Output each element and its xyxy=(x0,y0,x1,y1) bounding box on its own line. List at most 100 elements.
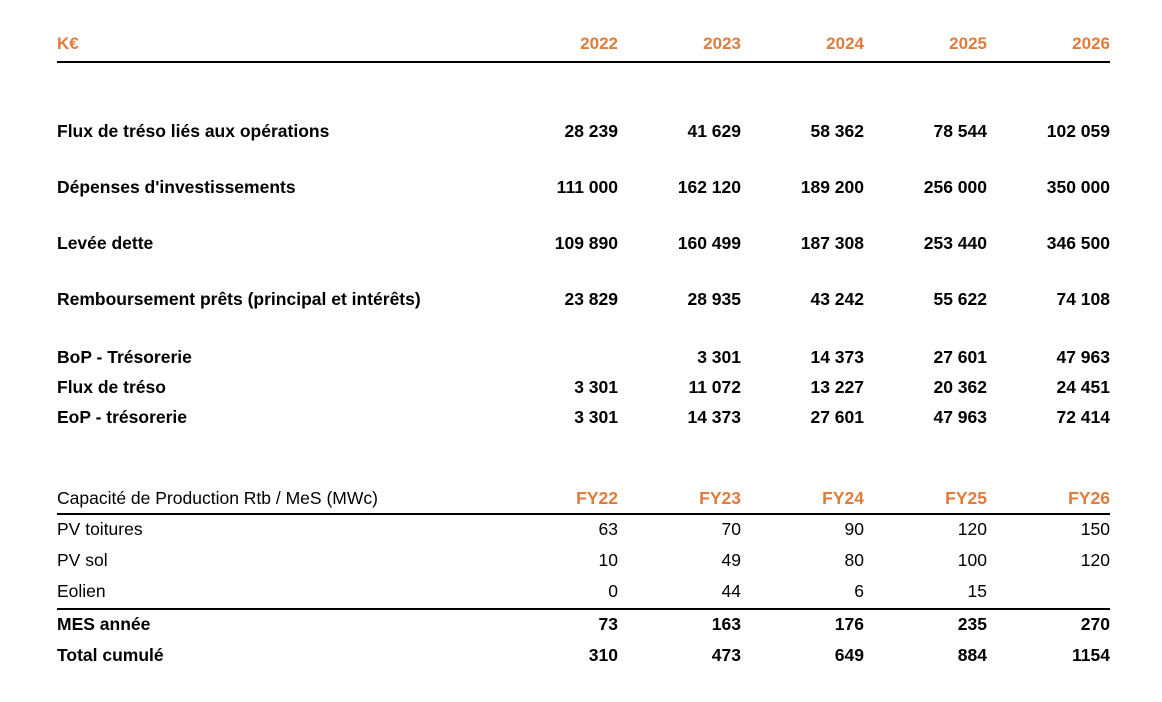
cell-value: 150 xyxy=(1080,519,1110,539)
cell-value: 270 xyxy=(1080,614,1110,634)
year-header-2022: 2022 xyxy=(495,34,618,63)
cell-value: 58 362 xyxy=(810,121,864,141)
cell-value: 162 120 xyxy=(677,177,741,197)
cell-value: 235 xyxy=(957,614,987,634)
spacer-row xyxy=(57,62,1110,120)
cell-value: 72 414 xyxy=(1056,407,1110,427)
table-row-pv-sol: PV sol 10 49 80 100 120 xyxy=(57,546,1110,577)
cell-value: 160 499 xyxy=(677,233,741,253)
cell-value: 14 373 xyxy=(687,407,741,427)
cell-value: 63 xyxy=(598,519,618,539)
cell-value: 3 301 xyxy=(697,347,741,367)
row-label: Flux de tréso xyxy=(57,377,166,397)
cell-value: 253 440 xyxy=(923,233,987,253)
cell-value: 102 059 xyxy=(1046,121,1110,141)
cell-value: 73 xyxy=(598,614,618,634)
cell-value: 28 935 xyxy=(687,289,741,309)
cell-value: 0 xyxy=(495,577,618,610)
cell-value: 27 601 xyxy=(933,347,987,367)
cell-value: 109 890 xyxy=(554,233,618,253)
fy-header-fy23: FY23 xyxy=(618,488,741,515)
table-row-bop-tresorerie: BoP - Trésorerie 3 301 14 373 27 601 47 … xyxy=(57,344,1110,374)
cell-value: 20 362 xyxy=(933,377,987,397)
row-label: BoP - Trésorerie xyxy=(57,347,192,367)
row-label: Eolien xyxy=(57,577,495,610)
cell-value: 884 xyxy=(957,645,987,665)
cell-value: 11 072 xyxy=(688,377,741,397)
year-header-2023: 2023 xyxy=(618,34,741,63)
cell-value: 14 373 xyxy=(810,347,864,367)
row-label: PV toitures xyxy=(57,519,143,539)
cell-value: 23 829 xyxy=(564,289,618,309)
cell-value: 47 963 xyxy=(1056,347,1110,367)
row-label: Remboursement prêts (principal et intérê… xyxy=(57,289,421,309)
cell-value: 47 963 xyxy=(933,407,987,427)
cell-value: 24 451 xyxy=(1056,377,1110,397)
table-row-levee-dette: Levée dette 109 890 160 499 187 308 253 … xyxy=(57,232,1110,288)
fy-header-fy26: FY26 xyxy=(987,488,1110,515)
cell-value: 44 xyxy=(618,577,741,610)
capacity-title: Capacité de Production Rtb / MeS (MWc) xyxy=(57,488,495,515)
cell-value: 346 500 xyxy=(1046,233,1110,253)
cell-value: 74 108 xyxy=(1056,289,1110,309)
cell-value: 15 xyxy=(864,577,987,610)
row-label: PV sol xyxy=(57,550,108,570)
cell-value: 111 000 xyxy=(556,177,618,197)
row-label: MES année xyxy=(57,614,151,634)
unit-label: K€ xyxy=(57,34,495,63)
capacity-header-row: Capacité de Production Rtb / MeS (MWc) F… xyxy=(57,488,1110,515)
cell-value: 70 xyxy=(721,519,741,539)
table-row-depenses-investissements: Dépenses d'investissements 111 000 162 1… xyxy=(57,176,1110,232)
cell-value: 49 xyxy=(721,550,741,570)
year-header-2024: 2024 xyxy=(741,34,864,63)
table-row-flux-de-treso: Flux de tréso 3 301 11 072 13 227 20 362… xyxy=(57,374,1110,404)
cell-value xyxy=(987,577,1110,610)
cell-value: 649 xyxy=(834,645,864,665)
cell-value: 3 301 xyxy=(574,377,618,397)
cell-value: 78 544 xyxy=(933,121,987,141)
table-row-eolien: Eolien 0 44 6 15 xyxy=(57,577,1110,610)
cell-value: 187 308 xyxy=(800,233,864,253)
cashflow-header-row: K€ 2022 2023 2024 2025 2026 xyxy=(57,34,1110,63)
table-row-flux-operations: Flux de tréso liés aux opérations 28 239… xyxy=(57,120,1110,176)
cell-value: 163 xyxy=(711,614,741,634)
cell-value: 100 xyxy=(957,550,987,570)
cashflow-table: K€ 2022 2023 2024 2025 2026 Flux de trés… xyxy=(57,34,1110,434)
table-row-pv-toitures: PV toitures 63 70 90 120 150 xyxy=(57,514,1110,546)
cell-value: 256 000 xyxy=(923,177,987,197)
fy-header-fy24: FY24 xyxy=(741,488,864,515)
cell-value: 1154 xyxy=(1072,645,1110,665)
cell-value xyxy=(495,344,618,374)
table-row-total-cumule: Total cumulé 310 473 649 884 1154 xyxy=(57,641,1110,672)
cell-value: 176 xyxy=(834,614,864,634)
cell-value: 41 629 xyxy=(687,121,741,141)
cell-value: 3 301 xyxy=(574,407,618,427)
capacity-table: Capacité de Production Rtb / MeS (MWc) F… xyxy=(57,488,1110,672)
table-row-eop-tresorerie: EoP - trésorerie 3 301 14 373 27 601 47 … xyxy=(57,404,1110,434)
cell-value: 90 xyxy=(844,519,864,539)
cell-value: 310 xyxy=(588,645,618,665)
row-label: Total cumulé xyxy=(57,645,164,665)
table-row-remboursement-prets: Remboursement prêts (principal et intérê… xyxy=(57,288,1110,344)
cell-value: 189 200 xyxy=(800,177,864,197)
cell-value: 120 xyxy=(1080,550,1110,570)
row-label: EoP - trésorerie xyxy=(57,407,188,427)
cell-value: 10 xyxy=(598,550,618,570)
cell-value: 27 601 xyxy=(810,407,864,427)
cell-value: 55 622 xyxy=(933,289,987,309)
table-row-mes-annee: MES année 73 163 176 235 270 xyxy=(57,609,1110,641)
cell-value: 43 242 xyxy=(810,289,864,309)
cell-value: 13 227 xyxy=(810,377,864,397)
fy-header-fy25: FY25 xyxy=(864,488,987,515)
cell-value: 473 xyxy=(711,645,741,665)
cell-value: 350 000 xyxy=(1046,177,1110,197)
row-label: Flux de tréso liés aux opérations xyxy=(57,121,330,141)
cell-value: 6 xyxy=(741,577,864,610)
cell-value: 120 xyxy=(957,519,987,539)
cell-value: 80 xyxy=(844,550,864,570)
cell-value: 28 239 xyxy=(564,121,618,141)
year-header-2025: 2025 xyxy=(864,34,987,63)
year-header-2026: 2026 xyxy=(987,34,1110,63)
row-label: Dépenses d'investissements xyxy=(57,177,296,197)
